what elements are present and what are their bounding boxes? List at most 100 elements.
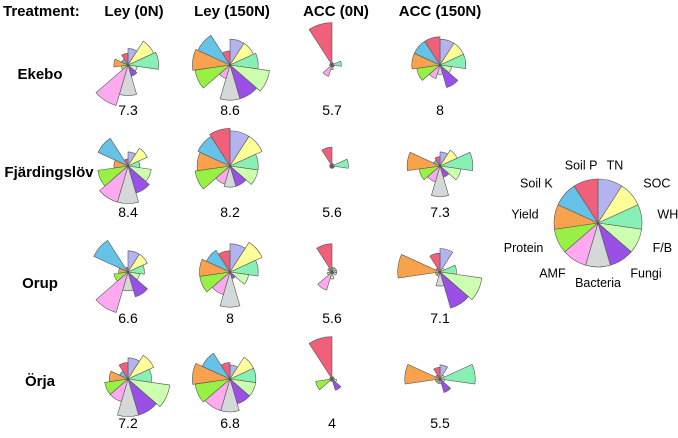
score-ekebo-acc-0n: 5.7 [322, 102, 342, 118]
petal-soil-p [308, 22, 333, 67]
petal-whc [330, 158, 349, 169]
petal-yield [199, 258, 232, 277]
petal-soil-p [125, 266, 129, 274]
petal-amf [322, 64, 333, 77]
petal-f-b [229, 64, 270, 92]
legend-label-tn: TN [607, 158, 624, 172]
rose-orup-acc-150n [397, 248, 483, 309]
score-orup-ley-0n: 6.6 [118, 310, 138, 326]
treatment-header-label: Treatment: [3, 3, 80, 20]
petal-amf [95, 271, 129, 313]
petal-bacteria [431, 164, 449, 197]
petal-soil-p [429, 252, 441, 274]
petal-soil-k [97, 137, 129, 167]
petal-soc [127, 354, 155, 380]
rose-fjardingslov-ley-150n [194, 128, 263, 190]
petal-tn [439, 364, 449, 381]
column-header-ley-150n: Ley (150N) [194, 3, 270, 20]
petal-fungi [439, 64, 459, 88]
rose-fjardingslov-acc-0n [321, 146, 349, 169]
score-orja-ley-150n: 6.8 [220, 415, 240, 431]
legend-label-yield: Yield [511, 208, 538, 222]
score-ekebo-ley-0n: 7.3 [118, 102, 138, 118]
score-orup-acc-0n: 5.6 [322, 310, 342, 326]
petal-bacteria [223, 164, 237, 188]
legend-label-soc: SOC [643, 177, 670, 191]
petal-protein [327, 271, 333, 276]
petal-soc [229, 241, 263, 273]
score-fjardingslov-acc-150n: 7.3 [430, 204, 450, 220]
legend-label-soil-k: Soil K [520, 177, 553, 191]
rose-ekebo-ley-150n [192, 34, 270, 101]
rose-orja-acc-150n [404, 363, 476, 393]
petal-fungi [439, 271, 469, 309]
petal-f-b [439, 271, 483, 301]
legend: TN SOC WHC F/B Fungi Bacteria AMF Protein Yield S… [504, 158, 678, 290]
column-header-acc-0n: ACC (0N) [303, 3, 369, 20]
petal-yield [406, 151, 442, 172]
petal-f-b [229, 271, 249, 285]
petal-soil-k [93, 239, 129, 273]
petal-tn [439, 248, 454, 274]
site-label-orup: Orup [22, 275, 58, 292]
petal-soil-k [201, 352, 231, 380]
rose-fjardingslov-ley-0n [97, 137, 152, 204]
petal-soil-p [121, 52, 129, 67]
petal-fungi [439, 378, 452, 393]
rose-orup-acc-0n [316, 243, 337, 291]
petal-whc [438, 151, 474, 172]
rose-orup-ley-150n [199, 241, 263, 308]
legend-label-protein: Protein [504, 241, 544, 255]
score-fjardingslov-ley-150n: 8.2 [220, 204, 240, 220]
petal-protein [194, 165, 231, 190]
score-ekebo-ley-150n: 8.6 [220, 102, 240, 118]
petal-soil-p [221, 50, 231, 67]
legend-wedge-soil-p [573, 178, 599, 225]
rose-orup-ley-0n [93, 239, 148, 313]
petal-soil-p [308, 336, 333, 381]
petal-protein [315, 378, 333, 391]
column-header-ley-0n: Ley (0N) [104, 3, 163, 20]
petal-soil-p [433, 366, 441, 381]
rose-orja-acc-0n [308, 336, 342, 391]
score-fjardingslov-acc-0n: 5.6 [322, 204, 342, 220]
petal-soil-k [206, 249, 231, 273]
petal-soil-p [218, 250, 231, 274]
petal-fungi [127, 271, 148, 298]
petal-protein [113, 271, 129, 282]
petal-soil-p [118, 362, 129, 381]
petal-f-b [229, 165, 259, 185]
site-label-orja: Örja [25, 373, 56, 390]
petal-amf [317, 271, 333, 291]
petal-amf [99, 165, 129, 203]
petal-soil-p [220, 362, 231, 381]
petal-soil-p [321, 146, 333, 168]
rose-orja-ley-150n [192, 352, 257, 413]
petal-bacteria [435, 270, 445, 287]
petal-soil-p [316, 243, 333, 274]
petal-amf [95, 64, 129, 106]
petal-whc [438, 363, 476, 385]
rose-fjardingslov-acc-150n [406, 149, 474, 197]
petal-bacteria [117, 377, 139, 417]
petal-soc [127, 253, 148, 273]
score-labels: 7.3 8.6 5.7 8 8.4 8.2 5.6 7.3 6.6 8 5.6 7.1 7.2 6.8 4 5… [118, 102, 450, 431]
petal-soil-k [197, 34, 231, 66]
legend-label-soil-p: Soil P [565, 158, 598, 172]
petal-soc [127, 147, 148, 167]
petal-fungi [331, 378, 342, 391]
rose-ekebo-acc-150n [411, 36, 467, 88]
petal-soil-p [434, 156, 441, 168]
score-orja-acc-150n: 5.5 [430, 415, 450, 431]
column-header-acc-150n: ACC (150N) [399, 3, 482, 20]
score-orup-acc-150n: 7.1 [430, 310, 450, 326]
petal-yield [192, 48, 232, 71]
petal-whc [126, 51, 159, 70]
petal-yield [113, 58, 130, 68]
petal-soil-p [123, 158, 129, 168]
score-orup-ley-150n: 8 [226, 310, 234, 326]
score-orja-acc-0n: 4 [328, 415, 336, 431]
legend-label-whc: WHC [657, 208, 678, 222]
petal-yield [108, 370, 130, 383]
